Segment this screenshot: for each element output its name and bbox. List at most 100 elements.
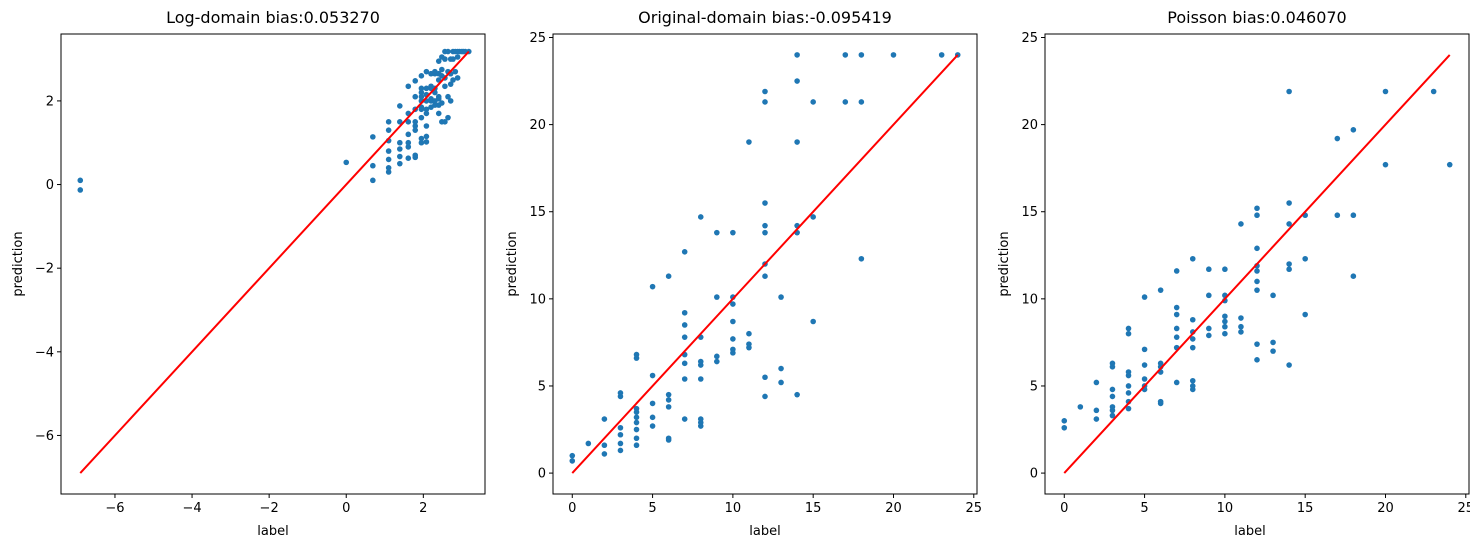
data-point xyxy=(423,133,430,140)
data-point xyxy=(617,431,624,438)
y-tick-label: 10 xyxy=(529,292,546,307)
data-point xyxy=(445,48,451,55)
data-point xyxy=(601,416,608,422)
data-point xyxy=(762,99,768,105)
data-point xyxy=(762,200,768,206)
subplot-original-domain: Original-domain bias:-0.095419 label pre… xyxy=(505,8,982,539)
x-axis-label: label xyxy=(749,524,780,539)
y-tick-label: 5 xyxy=(538,379,546,394)
data-point xyxy=(1093,379,1100,386)
data-point xyxy=(405,144,412,150)
data-point xyxy=(1125,383,1132,389)
data-point xyxy=(1141,294,1148,300)
data-point xyxy=(697,416,704,422)
data-point xyxy=(714,229,720,236)
axes-frame xyxy=(552,33,978,495)
data-point xyxy=(412,119,419,125)
data-point xyxy=(1173,268,1180,274)
data-point xyxy=(1141,376,1148,382)
x-tick-label: 20 xyxy=(1377,501,1394,516)
data-point xyxy=(405,139,412,146)
data-point xyxy=(730,336,736,342)
y-axis-label: prediction xyxy=(505,231,520,296)
data-point xyxy=(1286,200,1292,206)
data-point xyxy=(569,458,576,464)
data-point xyxy=(385,156,392,163)
data-point xyxy=(665,397,672,403)
data-point xyxy=(585,440,592,447)
data-point xyxy=(810,318,816,325)
data-point xyxy=(1125,390,1132,396)
data-point xyxy=(633,405,640,412)
data-point xyxy=(442,56,448,62)
data-point xyxy=(1286,221,1292,227)
x-axis-label: label xyxy=(1234,524,1265,539)
data-point xyxy=(1189,336,1196,342)
data-point xyxy=(746,139,752,145)
data-point xyxy=(397,146,403,152)
data-point xyxy=(77,177,84,184)
data-point xyxy=(1254,205,1260,212)
data-point xyxy=(412,127,419,133)
subplot-poisson: Poisson bias:0.046070 label prediction 0… xyxy=(997,8,1470,539)
data-point xyxy=(617,424,624,431)
data-point xyxy=(794,139,800,145)
x-tick-label: 10 xyxy=(1217,501,1234,516)
data-point xyxy=(418,73,425,79)
data-point xyxy=(665,404,672,410)
data-point xyxy=(1141,362,1148,368)
data-point xyxy=(397,153,403,160)
data-point xyxy=(450,77,456,83)
y-tick-label: 5 xyxy=(1030,379,1038,394)
data-point xyxy=(1125,330,1132,337)
x-tick-label: −6 xyxy=(105,501,124,516)
data-point xyxy=(454,75,461,81)
data-point xyxy=(343,159,350,166)
x-axis-label: label xyxy=(257,524,288,539)
data-point xyxy=(447,81,454,87)
y-axis-label: prediction xyxy=(997,231,1012,296)
data-point xyxy=(681,360,688,367)
data-point xyxy=(423,85,430,92)
y-axis-label: prediction xyxy=(11,231,26,296)
data-point xyxy=(418,93,425,100)
data-point xyxy=(1286,88,1292,95)
data-point xyxy=(842,52,849,58)
data-point xyxy=(633,351,640,358)
data-point xyxy=(617,447,624,454)
plot-title: Log-domain bias:0.053270 xyxy=(166,8,380,27)
data-point xyxy=(778,365,784,372)
scatter-points xyxy=(569,52,961,464)
data-point xyxy=(762,374,768,381)
axes-frame xyxy=(60,33,486,495)
data-point xyxy=(681,309,688,316)
data-point xyxy=(1350,273,1357,280)
x-tick-label: 10 xyxy=(725,501,742,516)
data-point xyxy=(1302,311,1308,318)
data-point xyxy=(762,393,768,400)
data-point xyxy=(681,334,688,340)
data-point xyxy=(405,83,412,90)
data-point xyxy=(665,273,672,280)
data-point xyxy=(439,100,445,106)
data-point xyxy=(77,187,84,193)
data-point xyxy=(665,391,672,398)
data-point xyxy=(1189,344,1196,351)
data-point xyxy=(1189,383,1196,389)
data-point xyxy=(435,110,442,117)
data-point xyxy=(697,376,704,382)
data-point xyxy=(858,99,865,105)
data-point xyxy=(418,85,425,92)
x-tick-label: 0 xyxy=(1060,501,1068,516)
data-point xyxy=(617,440,624,447)
data-point xyxy=(1238,329,1244,335)
x-tick-label: 5 xyxy=(1140,501,1148,516)
data-point xyxy=(1206,266,1212,273)
data-point xyxy=(1141,346,1148,353)
data-point xyxy=(1125,369,1132,375)
data-point xyxy=(746,341,752,347)
data-point xyxy=(1270,348,1276,354)
data-point xyxy=(1254,245,1260,252)
data-point xyxy=(423,106,430,113)
data-point xyxy=(1061,418,1068,424)
